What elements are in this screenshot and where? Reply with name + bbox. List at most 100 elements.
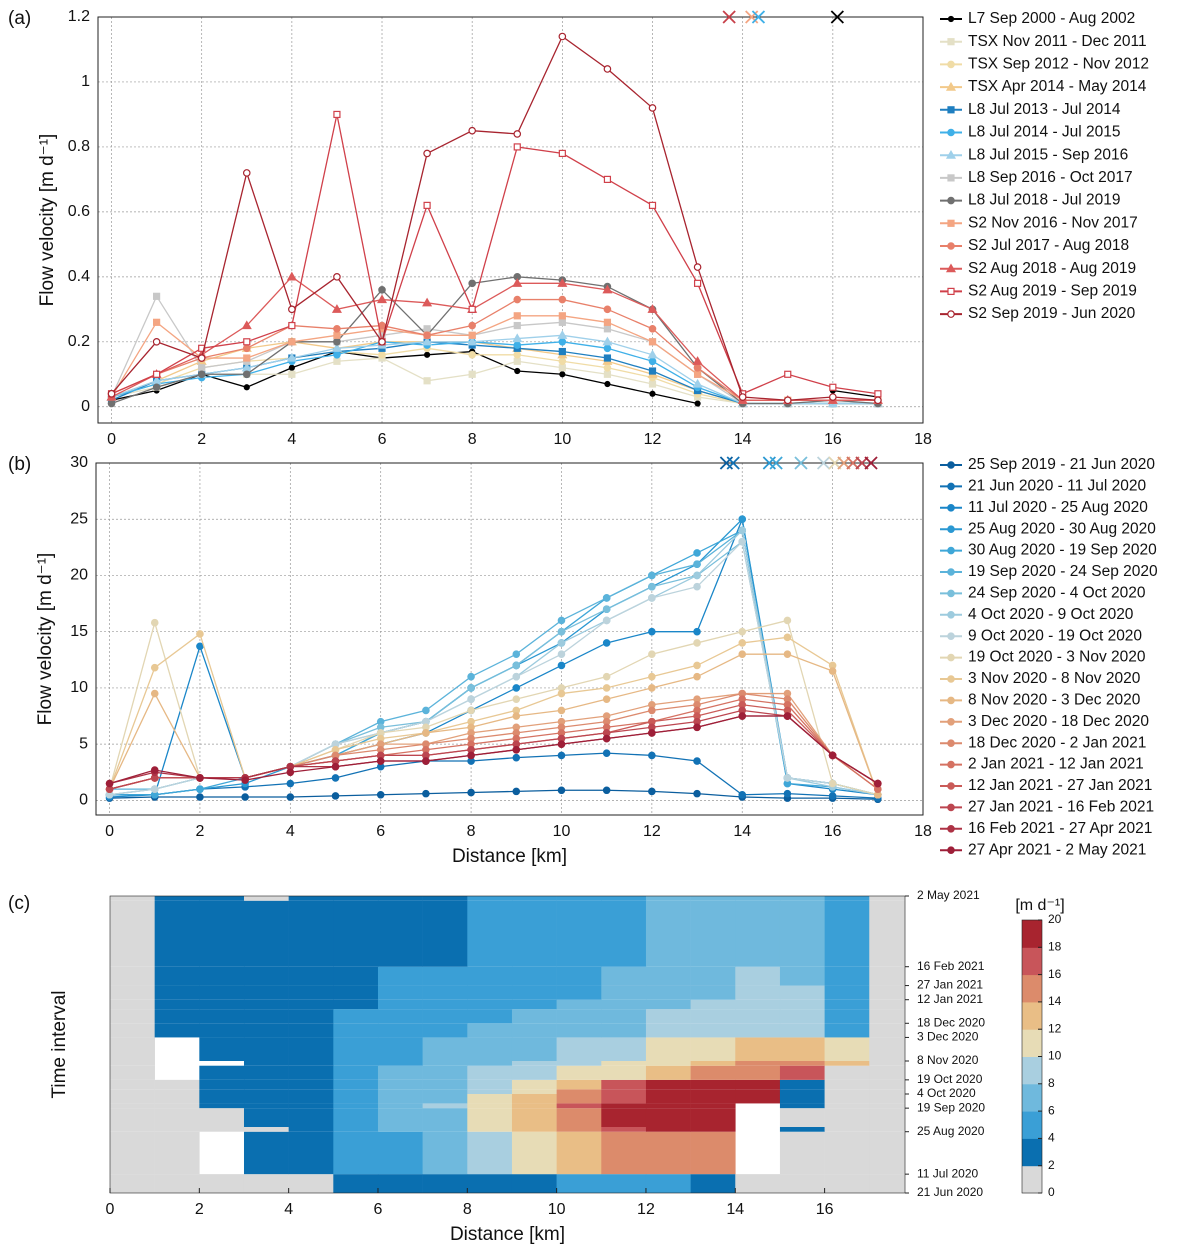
heat-cell [467,1065,513,1080]
point [333,325,341,333]
heat-cell [288,985,334,1000]
heat-cell [288,896,334,901]
heat-cell [869,1131,906,1175]
point [243,384,250,391]
point [333,337,341,346]
heat-cell [824,1094,870,1104]
legend-label: S2 Aug 2019 - Sep 2019 [968,282,1137,299]
heat-cell [377,1089,423,1094]
legend-marker [947,739,955,748]
point [828,779,837,788]
point [693,370,702,378]
point [783,396,792,405]
legend-label: L8 Jul 2018 - Jul 2019 [968,192,1121,209]
legend-marker [947,824,955,833]
heat-cell [779,896,825,901]
point [558,312,566,320]
heat-cell [824,1065,870,1080]
y-tick-label: 16 Feb 2021 [917,959,985,973]
point [512,278,523,287]
x-tick-label: 16 [824,431,842,448]
legend-label: L8 Jul 2015 - Sep 2016 [968,146,1128,163]
point [557,786,566,795]
legend-label: L8 Jul 2014 - Jul 2015 [968,124,1121,141]
heat-cell [199,1065,245,1080]
x-tick-label: 0 [107,431,116,448]
point [286,768,295,777]
heat-cell [333,896,379,901]
heat-cell [199,1108,245,1127]
x-tick-label: 10 [553,823,571,840]
heat-cell [422,900,468,967]
heat-cell [601,1023,647,1038]
heat-cell [243,1131,289,1175]
heat-cell [288,1103,334,1109]
heat-cell [333,1079,379,1090]
legend-label: 16 Feb 2021 - 27 Apr 2021 [968,820,1152,837]
point [512,684,521,692]
heat-cell [110,1089,155,1094]
point [422,729,430,737]
point [648,751,656,760]
heat-cell [243,1065,289,1080]
heat-cell [377,966,423,986]
colorbar-title: [m d⁻¹] [1015,897,1064,914]
heat-cell [690,1108,736,1127]
point [692,356,703,365]
heat-cell [422,1089,468,1094]
x-tick-label: 12 [644,431,662,448]
x-axis-title: Distance [km] [452,846,567,867]
heat-cell [690,900,736,967]
heat-cell [556,1079,602,1090]
heat-cell [333,1061,379,1066]
heat-cell [690,999,736,1010]
point [557,639,566,647]
point [107,389,116,398]
heat-cell [154,1094,200,1104]
heat-cell [690,1094,736,1104]
point [512,672,521,681]
heat-cell [556,1089,602,1094]
legend-marker [947,653,955,662]
legend-marker [947,503,955,512]
point [784,370,792,378]
x-tick-label: 14 [734,431,752,448]
heat-cell [154,999,200,1010]
y-tick-label: 4 Oct 2020 [917,1086,976,1100]
legend-label: 3 Nov 2020 - 8 Nov 2020 [968,670,1141,687]
legend-label: 18 Dec 2020 - 2 Jan 2021 [968,734,1146,751]
heat-cell [645,1094,691,1104]
heat-cell [556,1094,602,1104]
point [648,729,656,737]
point [512,787,521,796]
point [648,338,657,346]
heat-cell [110,1174,155,1193]
heat-cell [467,985,513,1000]
heat-cell [511,985,557,1000]
x-tick-label: 8 [468,431,477,448]
heat-cell [556,1131,602,1175]
heat-cell [333,1009,379,1024]
point [153,292,161,300]
point [241,320,252,330]
point [603,363,612,372]
heat-cell [556,1065,602,1080]
legend-label: L7 Sep 2000 - Aug 2002 [968,10,1135,27]
panel-label: (a) [8,8,31,29]
heat-cell [377,1009,423,1024]
heat-cell [377,1174,423,1193]
legend-label: TSX Apr 2014 - May 2014 [968,78,1147,95]
point [648,787,656,796]
heat-cell [199,1127,245,1132]
heat-cell [735,1089,781,1094]
colorbar-band [1022,1111,1042,1139]
heat-cell [243,1108,289,1127]
heat-cell [199,999,245,1010]
point [648,594,656,602]
heat-cell [645,1108,691,1127]
point [828,751,837,760]
front-marker [816,456,831,470]
heat-cell [511,1061,557,1066]
point [423,149,431,158]
heat-cell [511,1065,557,1080]
